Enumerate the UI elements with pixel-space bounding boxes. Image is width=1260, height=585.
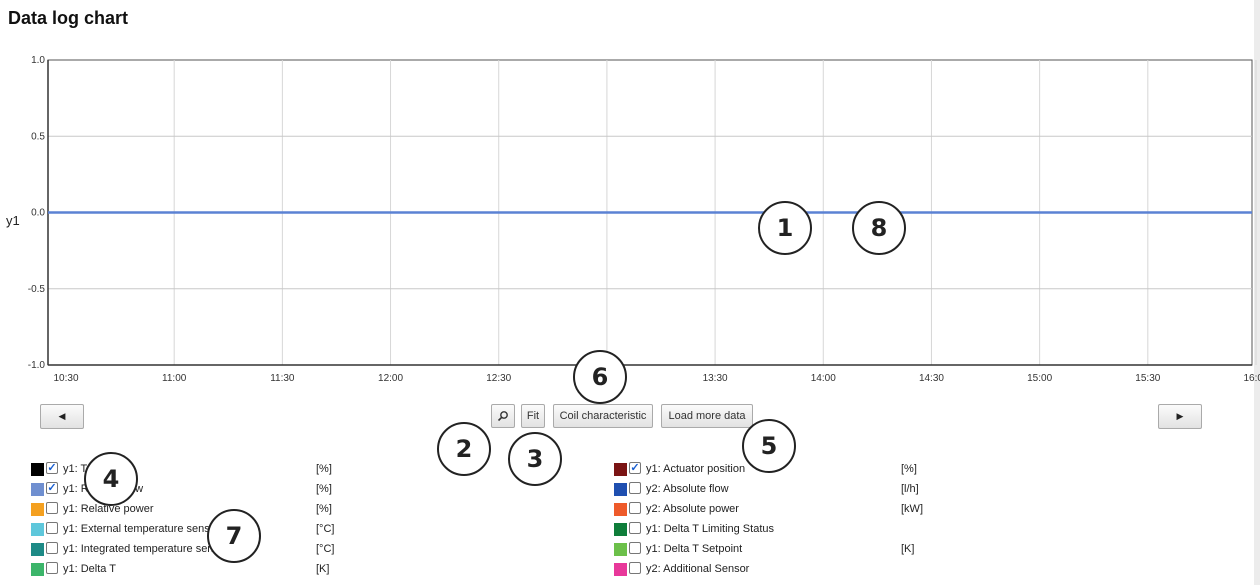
legend-item[interactable]: y2: Additional Sensor bbox=[614, 560, 1174, 578]
y-tick-label: 1.0 bbox=[31, 55, 45, 66]
y-tick-label: 0.5 bbox=[31, 131, 45, 142]
series-checkbox[interactable] bbox=[629, 522, 641, 534]
magnifier-icon bbox=[497, 411, 508, 422]
series-checkbox[interactable] bbox=[629, 502, 641, 514]
legend-unit: [%] bbox=[316, 463, 332, 475]
callout-marker: 7 bbox=[207, 509, 261, 563]
callout-marker: 8 bbox=[852, 201, 906, 255]
x-tick-label: 11:00 bbox=[162, 373, 187, 384]
legend-unit: [K] bbox=[316, 563, 330, 575]
legend-unit: [%] bbox=[316, 483, 332, 495]
x-tick-label: 10:30 bbox=[53, 373, 78, 384]
series-checkbox[interactable] bbox=[46, 522, 58, 534]
legend-label: y1: Relative power bbox=[63, 503, 154, 515]
legend-color-swatch bbox=[31, 523, 44, 536]
y-tick-label: -1.0 bbox=[28, 360, 46, 371]
legend-unit: [°C] bbox=[316, 523, 335, 535]
x-tick-label: 12:00 bbox=[378, 373, 403, 384]
legend-label: y1: Delta T Limiting Status bbox=[646, 523, 774, 535]
legend-label: y2: Additional Sensor bbox=[646, 563, 750, 575]
load-more-data-button[interactable]: Load more data bbox=[661, 404, 753, 428]
series-checkbox[interactable] bbox=[629, 542, 641, 554]
series-checkbox[interactable] bbox=[46, 542, 58, 554]
y-tick-label: -0.5 bbox=[28, 284, 46, 295]
legend-item[interactable]: ✓ y1: Actuator position [%] bbox=[614, 460, 1174, 478]
legend-item[interactable]: y1: External temperature sensor [°C] bbox=[31, 520, 591, 538]
series-checkbox[interactable]: ✓ bbox=[46, 462, 58, 474]
legend-unit: [K] bbox=[901, 543, 915, 555]
page-title: Data log chart bbox=[8, 8, 129, 28]
arrow-right-icon: ▶ bbox=[1176, 411, 1184, 421]
legend-color-swatch bbox=[614, 563, 627, 576]
legend-color-swatch bbox=[31, 503, 44, 516]
x-tick-label: 15:00 bbox=[1027, 373, 1052, 384]
legend-label: y2: Absolute power bbox=[646, 503, 739, 515]
scrollbar[interactable] bbox=[1254, 0, 1260, 585]
series-checkbox[interactable] bbox=[46, 562, 58, 574]
legend-unit: [%] bbox=[901, 463, 917, 475]
y-axis-label: y1 bbox=[6, 213, 20, 228]
line-chart[interactable]: 10:3011:0011:3012:0012:3013:0013:3014:00… bbox=[0, 40, 1260, 390]
zoom-button[interactable] bbox=[491, 404, 515, 428]
legend-label: y1: External temperature sensor bbox=[63, 523, 220, 535]
legend-label: y2: Absolute flow bbox=[646, 483, 729, 495]
x-tick-label: 15:30 bbox=[1135, 373, 1160, 384]
legend-color-swatch bbox=[614, 523, 627, 536]
callout-marker: 4 bbox=[84, 452, 138, 506]
x-tick-label: 11:30 bbox=[270, 373, 295, 384]
legend-item[interactable]: y1: Delta T Setpoint [K] bbox=[614, 540, 1174, 558]
x-tick-label: 14:30 bbox=[919, 373, 944, 384]
legend-color-swatch bbox=[614, 503, 627, 516]
y-tick-label: 0.0 bbox=[31, 208, 45, 219]
legend-item[interactable]: y2: Absolute power [kW] bbox=[614, 500, 1174, 518]
series-checkbox[interactable]: ✓ bbox=[629, 462, 641, 474]
legend-unit: [l/h] bbox=[901, 483, 919, 495]
legend-color-swatch bbox=[31, 463, 44, 476]
legend-item[interactable]: y1: Integrated temperature sensor [°C] bbox=[31, 540, 591, 558]
x-tick-label: 13:30 bbox=[703, 373, 728, 384]
x-tick-label: 16:00 bbox=[1243, 373, 1260, 384]
series-checkbox[interactable]: ✓ bbox=[46, 482, 58, 494]
legend-color-swatch bbox=[31, 563, 44, 576]
callout-marker: 5 bbox=[742, 419, 796, 473]
scroll-left-button[interactable]: ◀ bbox=[40, 404, 84, 429]
callout-marker: 1 bbox=[758, 201, 812, 255]
legend-unit: [%] bbox=[316, 503, 332, 515]
coil-characteristic-button[interactable]: Coil characteristic bbox=[553, 404, 653, 428]
legend-color-swatch bbox=[614, 543, 627, 556]
legend-item[interactable]: y1: Relative power [%] bbox=[31, 500, 591, 518]
legend-color-swatch bbox=[614, 483, 627, 496]
x-tick-label: 12:30 bbox=[486, 373, 511, 384]
legend-item[interactable]: y1: Delta T [K] bbox=[31, 560, 591, 578]
legend-label: y1: Delta T bbox=[63, 563, 116, 575]
callout-marker: 2 bbox=[437, 422, 491, 476]
legend-color-swatch bbox=[31, 543, 44, 556]
series-checkbox[interactable] bbox=[629, 562, 641, 574]
legend-item[interactable]: y1: Delta T Limiting Status bbox=[614, 520, 1174, 538]
series-checkbox[interactable] bbox=[629, 482, 641, 494]
legend-unit: [kW] bbox=[901, 503, 923, 515]
legend-label: y1: Integrated temperature sensor bbox=[63, 543, 229, 555]
series-checkbox[interactable] bbox=[46, 502, 58, 514]
legend-color-swatch bbox=[31, 483, 44, 496]
legend-label: y1: Delta T Setpoint bbox=[646, 543, 743, 555]
x-tick-label: 14:00 bbox=[811, 373, 836, 384]
fit-button[interactable]: Fit bbox=[521, 404, 545, 428]
callout-marker: 6 bbox=[573, 350, 627, 404]
legend-label: y1: Actuator position bbox=[646, 463, 746, 475]
legend-unit: [°C] bbox=[316, 543, 335, 555]
callout-marker: 3 bbox=[508, 432, 562, 486]
legend-item[interactable]: y2: Absolute flow [l/h] bbox=[614, 480, 1174, 498]
scroll-right-button[interactable]: ▶ bbox=[1158, 404, 1202, 429]
arrow-left-icon: ◀ bbox=[58, 411, 66, 421]
legend-color-swatch bbox=[614, 463, 627, 476]
